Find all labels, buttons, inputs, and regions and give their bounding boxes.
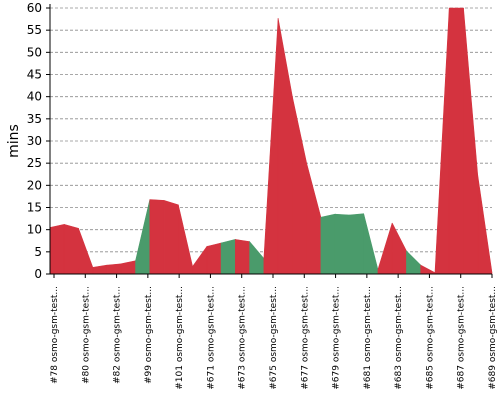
area-segment <box>320 213 336 275</box>
y-axis-ticks: 0 5 10 15 20 25 30 35 40 45 50 55 60 <box>27 1 50 281</box>
area-segment <box>120 260 136 275</box>
area-segment <box>292 96 307 275</box>
x-tick-label: #683 osmo-gsm-test... <box>394 286 404 390</box>
area-segment <box>49 223 65 275</box>
area-segment <box>135 199 151 275</box>
x-tick-label: #673 osmo-gsm-test... <box>238 286 248 390</box>
area-segment <box>334 213 350 275</box>
y-tick-label: 35 <box>27 112 42 126</box>
area-segment <box>477 175 493 275</box>
area-segment <box>178 204 193 275</box>
area-segment <box>220 239 236 275</box>
area-segment <box>106 263 122 275</box>
axes <box>49 4 492 275</box>
y-tick-label: 45 <box>27 68 42 82</box>
area-segment <box>249 240 265 275</box>
x-tick-label: #677 osmo-gsm-test... <box>300 286 310 390</box>
area-segment <box>306 163 322 275</box>
x-tick-label: #681 osmo-gsm-test... <box>363 286 373 390</box>
area-segment <box>235 239 250 275</box>
x-axis-ticks: #78 osmo-gsm-test... #80 osmo-gsm-test...… <box>50 274 498 390</box>
area-segment <box>277 18 293 275</box>
y-tick-label: 5 <box>34 245 42 259</box>
x-tick-label: #101 osmo-gsm-test... <box>175 286 185 390</box>
area-segment <box>349 213 364 275</box>
x-tick-label: #82 osmo-gsm-test... <box>113 286 123 384</box>
x-tick-label: #689 osmo-gsm-test... <box>488 286 498 390</box>
y-tick-label: 40 <box>27 90 42 104</box>
x-tick-label: #671 osmo-gsm-test... <box>206 286 216 390</box>
y-tick-label: 50 <box>27 45 42 59</box>
y-tick-label: 25 <box>27 156 42 170</box>
y-tick-label: 55 <box>27 23 42 37</box>
area-segment <box>363 213 379 275</box>
area-segment <box>78 228 94 275</box>
y-axis-label: mins <box>6 124 22 158</box>
y-tick-label: 15 <box>27 201 42 215</box>
y-tick-label: 30 <box>27 134 42 148</box>
y-tick-label: 0 <box>34 267 42 281</box>
x-tick-label: #80 osmo-gsm-test... <box>81 286 91 384</box>
x-tick-label: #99 osmo-gsm-test... <box>144 286 154 384</box>
y-tick-label: 10 <box>27 223 42 237</box>
x-tick-label: #685 osmo-gsm-test... <box>425 286 435 390</box>
y-tick-label: 20 <box>27 178 42 192</box>
area-segment <box>448 7 464 275</box>
x-tick-label: #675 osmo-gsm-test... <box>269 286 279 390</box>
y-tick-label: 60 <box>27 1 42 15</box>
x-tick-label: #687 osmo-gsm-test... <box>457 286 467 390</box>
area-segment <box>163 199 179 275</box>
area-segment <box>206 242 222 275</box>
x-tick-label: #679 osmo-gsm-test... <box>332 286 342 390</box>
area-segment <box>63 223 79 275</box>
area-segment <box>192 245 208 275</box>
area-segment <box>377 222 393 275</box>
area-segment <box>263 18 279 275</box>
x-tick-label: #78 osmo-gsm-test... <box>50 286 60 384</box>
area-segment <box>149 199 165 275</box>
area-segment <box>406 250 422 275</box>
duration-area <box>49 7 493 275</box>
area-segment <box>391 222 407 275</box>
area-segment <box>92 264 108 275</box>
area-segment <box>420 264 436 275</box>
